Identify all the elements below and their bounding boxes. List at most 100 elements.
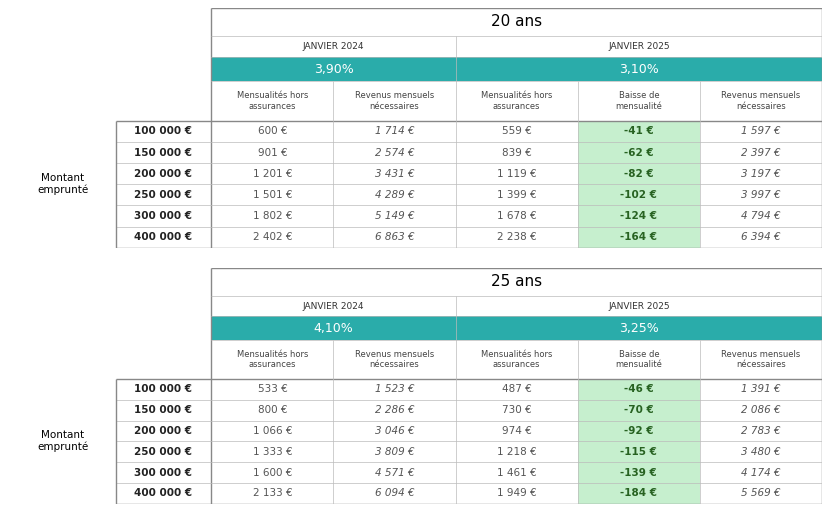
Text: 1 597 €: 1 597 € [741,126,780,136]
Text: -41 €: -41 € [624,126,654,136]
Bar [577,121,700,142]
Bar [700,163,822,184]
Bar [10,121,211,142]
Bar [334,462,456,483]
Bar [700,483,822,504]
Text: -115 €: -115 € [621,447,657,457]
Bar [456,184,577,205]
Text: Revenus mensuels
nécessaires: Revenus mensuels nécessaires [721,91,800,111]
Bar [456,36,822,57]
Bar [577,184,700,205]
Bar [577,483,700,504]
Bar [211,379,334,400]
Bar [211,268,822,295]
Text: 600 €: 600 € [258,126,287,136]
Text: Montant
emprunté: Montant emprunté [37,173,88,196]
Text: 1 066 €: 1 066 € [253,426,292,436]
Text: 3 046 €: 3 046 € [374,426,414,436]
Text: 150 000 €: 150 000 € [135,147,192,158]
Text: -62 €: -62 € [624,147,654,158]
Bar [700,205,822,227]
Text: 901 €: 901 € [258,147,287,158]
Text: 533 €: 533 € [258,385,287,394]
Text: 4 571 €: 4 571 € [374,467,414,478]
Bar [211,420,334,441]
Text: 839 €: 839 € [502,147,532,158]
Bar [334,121,456,142]
Text: 3 197 €: 3 197 € [741,169,780,179]
Bar [700,462,822,483]
Text: JANVIER 2024: JANVIER 2024 [303,302,364,310]
Bar [456,379,577,400]
Bar [700,227,822,248]
Bar [577,379,700,400]
Text: Mensualités hors
assurances: Mensualités hors assurances [237,350,308,369]
Text: 1 201 €: 1 201 € [253,169,292,179]
Text: Mensualités hors
assurances: Mensualités hors assurances [481,350,552,369]
Text: 2 238 €: 2 238 € [497,232,537,242]
Bar [456,420,577,441]
Bar [456,462,577,483]
Text: 974 €: 974 € [502,426,532,436]
Bar [334,441,456,462]
Bar [211,57,456,81]
Text: 400 000 €: 400 000 € [135,232,192,242]
Text: -92 €: -92 € [624,426,654,436]
Text: 3 480 €: 3 480 € [741,447,780,457]
Bar [211,400,334,420]
Bar [700,379,822,400]
Text: 2 133 €: 2 133 € [253,488,292,498]
Text: 4 289 €: 4 289 € [374,190,414,200]
Text: -82 €: -82 € [624,169,654,179]
Text: Revenus mensuels
nécessaires: Revenus mensuels nécessaires [355,350,434,369]
Text: Baisse de
mensualité: Baisse de mensualité [616,91,662,111]
Text: 150 000 €: 150 000 € [135,405,192,415]
Text: 3 431 €: 3 431 € [374,169,414,179]
Text: 200 000 €: 200 000 € [135,169,192,179]
Text: 1 949 €: 1 949 € [497,488,537,498]
Text: 1 461 €: 1 461 € [497,467,537,478]
Text: JANVIER 2025: JANVIER 2025 [608,42,670,51]
Bar [10,483,211,504]
Text: 6 094 €: 6 094 € [374,488,414,498]
Text: 25 ans: 25 ans [491,274,542,289]
Text: Mensualités hors
assurances: Mensualités hors assurances [237,91,308,111]
Bar [334,379,456,400]
Bar [577,142,700,163]
Bar [10,400,211,420]
Text: 4 794 €: 4 794 € [741,211,780,221]
Text: 1 501 €: 1 501 € [253,190,292,200]
Text: 1 714 €: 1 714 € [374,126,414,136]
Text: -139 €: -139 € [621,467,657,478]
Bar [456,441,577,462]
Bar [334,227,456,248]
Text: -124 €: -124 € [621,211,657,221]
Bar [10,441,211,462]
Text: 1 399 €: 1 399 € [497,190,537,200]
Bar [577,462,700,483]
Text: 300 000 €: 300 000 € [135,467,192,478]
Text: 4 174 €: 4 174 € [741,467,780,478]
Bar [700,142,822,163]
Bar [456,205,577,227]
Text: 20 ans: 20 ans [491,14,542,29]
Text: 2 086 €: 2 086 € [741,405,780,415]
Text: -164 €: -164 € [621,232,657,242]
Bar [456,295,822,316]
Text: 1 600 €: 1 600 € [253,467,292,478]
Bar [10,163,211,184]
Bar [211,163,334,184]
Bar [211,483,334,504]
Bar [211,121,334,142]
Bar [456,142,577,163]
Text: 1 218 €: 1 218 € [497,447,537,457]
Bar [334,483,456,504]
Bar [577,205,700,227]
Text: 559 €: 559 € [502,126,532,136]
Bar [577,441,700,462]
Bar [456,121,577,142]
Bar [334,400,456,420]
Bar [700,441,822,462]
Text: 4,10%: 4,10% [314,322,354,335]
Bar [700,420,822,441]
